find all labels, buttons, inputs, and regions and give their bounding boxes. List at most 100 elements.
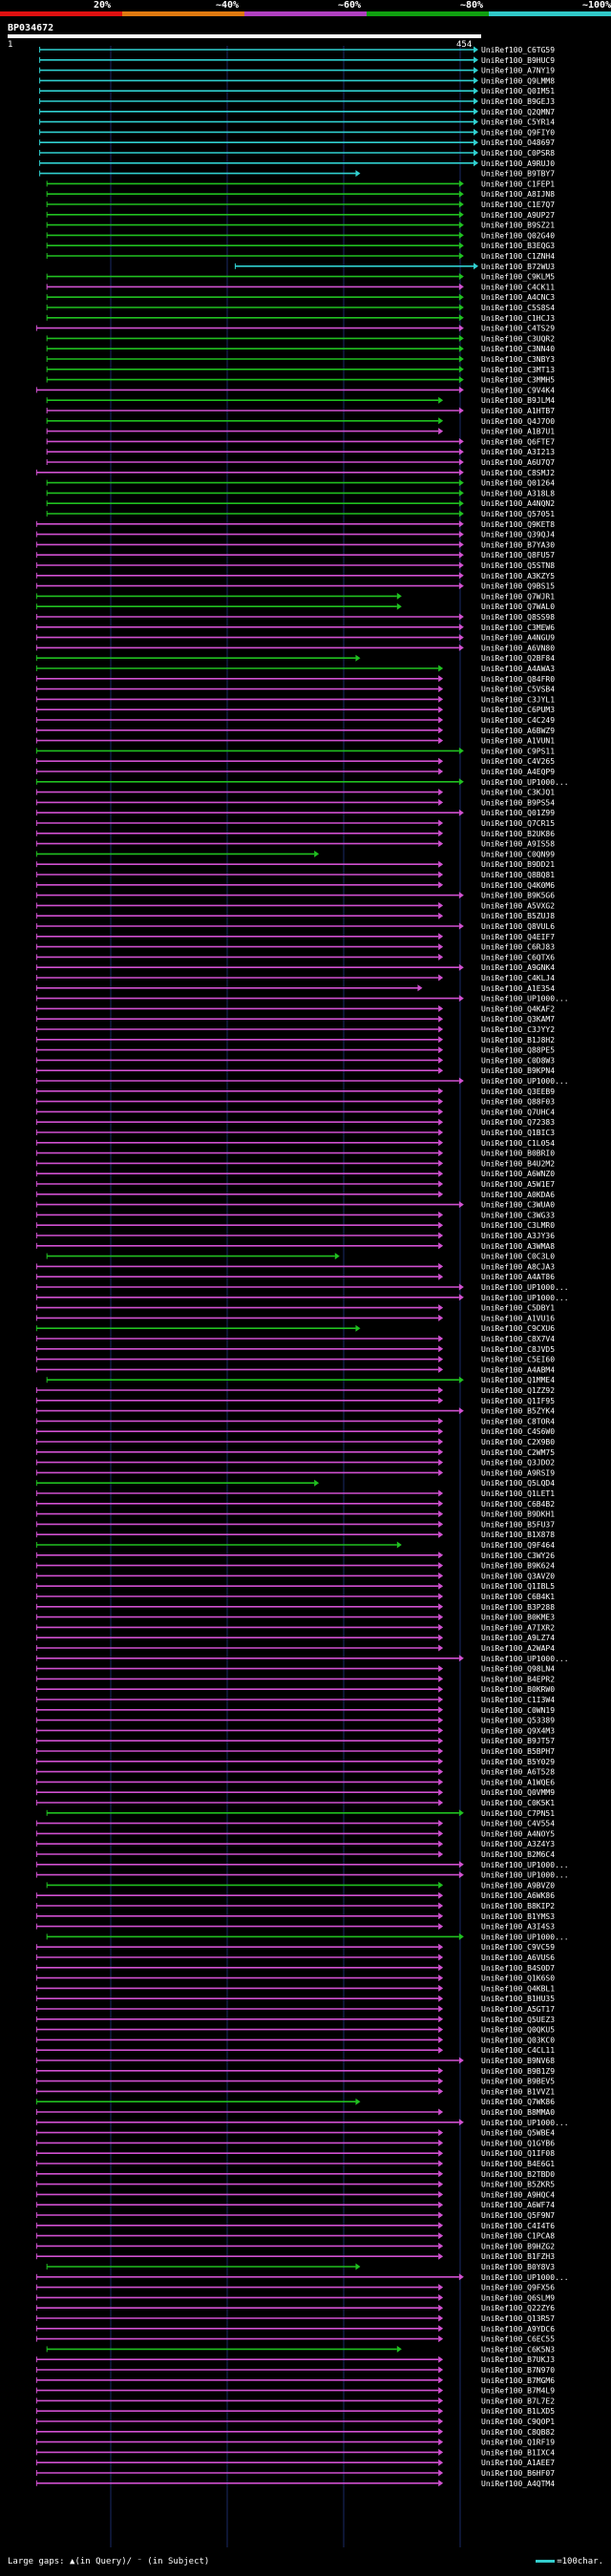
hit-row[interactable]: UniRef100_A4NQN2 xyxy=(46,499,555,508)
hit-label[interactable]: UniRef100_B6HF07 xyxy=(481,2469,555,2478)
hit-label[interactable]: UniRef100_Q03KC0 xyxy=(481,2036,555,2044)
hit-label[interactable]: UniRef100_UP1000... xyxy=(481,2119,569,2127)
hit-label[interactable]: UniRef100_C8TOR4 xyxy=(481,1417,555,1425)
hit-row[interactable]: UniRef100_C1FEP1 xyxy=(46,179,555,188)
hit-row[interactable]: UniRef100_C4C249 xyxy=(35,716,555,725)
hit-label[interactable]: UniRef100_A4EQP9 xyxy=(481,768,555,776)
hit-row[interactable]: UniRef100_C4V265 xyxy=(35,757,555,766)
hit-label[interactable]: UniRef100_C3MMH5 xyxy=(481,376,555,385)
hit-label[interactable]: UniRef100_UP1000... xyxy=(481,1077,569,1086)
hit-label[interactable]: UniRef100_C3LMR0 xyxy=(481,1221,555,1230)
hit-label[interactable]: UniRef100_B0KME3 xyxy=(481,1614,555,1622)
hit-row[interactable]: UniRef100_C5YR14 xyxy=(39,118,556,127)
hit-label[interactable]: UniRef100_Q9X4M3 xyxy=(481,1726,555,1735)
hit-row[interactable]: UniRef100_C3LMR0 xyxy=(35,1221,555,1230)
hit-row[interactable]: UniRef100_Q7CR15 xyxy=(35,819,555,828)
hit-row[interactable]: UniRef100_A7NY19 xyxy=(39,67,556,75)
hit-label[interactable]: UniRef100_C3MT13 xyxy=(481,366,555,374)
hit-row[interactable]: UniRef100_Q8SS98 xyxy=(35,613,555,622)
hit-label[interactable]: UniRef100_Q1IBL5 xyxy=(481,1582,555,1591)
hit-row[interactable]: UniRef100_A6U7Q7 xyxy=(46,458,555,467)
hit-row[interactable]: UniRef100_Q88F03 xyxy=(35,1098,555,1107)
hit-row[interactable]: UniRef100_C3JYL1 xyxy=(35,695,555,704)
hit-label[interactable]: UniRef100_C6RJ83 xyxy=(481,943,555,952)
hit-label[interactable]: UniRef100_C3JYL1 xyxy=(481,695,555,704)
hit-label[interactable]: UniRef100_C8JVD5 xyxy=(481,1345,555,1354)
hit-row[interactable]: UniRef100_C6PUM3 xyxy=(35,706,555,714)
hit-row[interactable]: UniRef100_UP1000... xyxy=(35,1294,569,1302)
hit-row[interactable]: UniRef100_Q1IBL5 xyxy=(35,1582,555,1591)
hit-row[interactable]: UniRef100_A4CNC3 xyxy=(46,293,555,302)
hit-row[interactable]: UniRef100_A3Z4Y3 xyxy=(35,1840,555,1848)
hit-row[interactable]: UniRef100_UP1000... xyxy=(35,1655,569,1663)
hit-row[interactable]: UniRef100_Q13R57 xyxy=(35,2314,555,2323)
hit-row[interactable]: UniRef100_B5ZYK4 xyxy=(35,1407,555,1416)
hit-row[interactable]: UniRef100_C9QOP1 xyxy=(35,2418,555,2426)
hit-row[interactable]: UniRef100_O48697 xyxy=(39,138,556,147)
hit-row[interactable]: UniRef100_A1VUN1 xyxy=(35,737,555,746)
hit-row[interactable]: UniRef100_Q5UEZ3 xyxy=(35,2016,555,2024)
hit-row[interactable]: UniRef100_B0Y8V3 xyxy=(46,2263,555,2271)
hit-row[interactable]: UniRef100_C9VC59 xyxy=(35,1943,555,1952)
hit-row[interactable]: UniRef100_C4V554 xyxy=(35,1820,555,1828)
hit-label[interactable]: UniRef100_B2M6C4 xyxy=(481,1850,555,1859)
hit-row[interactable]: UniRef100_A3KZY5 xyxy=(35,572,555,581)
hit-row[interactable]: UniRef100_B5ZUJ8 xyxy=(35,912,555,920)
hit-label[interactable]: UniRef100_C4TS29 xyxy=(481,325,555,333)
hit-row[interactable]: UniRef100_Q6FTE7 xyxy=(46,437,555,446)
hit-label[interactable]: UniRef100_Q1MME4 xyxy=(481,1376,555,1384)
hit-label[interactable]: UniRef100_Q4J7O0 xyxy=(481,417,555,426)
hit-row[interactable]: UniRef100_B72WU3 xyxy=(234,263,555,271)
hit-row[interactable]: UniRef100_B9SZ21 xyxy=(46,222,555,230)
hit-label[interactable]: UniRef100_A4NQN2 xyxy=(481,499,555,508)
hit-label[interactable]: UniRef100_UP1000... xyxy=(481,1871,569,1880)
hit-label[interactable]: UniRef100_C8QB82 xyxy=(481,2428,555,2437)
hit-row[interactable]: UniRef100_Q84FR0 xyxy=(35,675,555,684)
hit-label[interactable]: UniRef100_A0KDA6 xyxy=(481,1191,555,1199)
hit-label[interactable]: UniRef100_B2TBD0 xyxy=(481,2170,555,2179)
hit-label[interactable]: UniRef100_C1L054 xyxy=(481,1139,555,1148)
hit-row[interactable]: UniRef100_B4E6G1 xyxy=(35,2160,555,2168)
hit-row[interactable]: UniRef100_Q3JDO2 xyxy=(35,1459,555,1467)
hit-label[interactable]: UniRef100_B5ZYK4 xyxy=(481,1407,555,1416)
hit-label[interactable]: UniRef100_B1X878 xyxy=(481,1531,555,1539)
hit-label[interactable]: UniRef100_Q72383 xyxy=(481,1118,555,1127)
hit-label[interactable]: UniRef100_Q5LQD4 xyxy=(481,1479,555,1488)
hit-row[interactable]: UniRef100_A5GT17 xyxy=(35,2005,555,2014)
hit-row[interactable]: UniRef100_C6TG59 xyxy=(39,46,556,54)
hit-row[interactable]: UniRef100_UP1000... xyxy=(35,778,569,787)
hit-label[interactable]: UniRef100_A4ABM4 xyxy=(481,1365,555,1374)
hit-label[interactable]: UniRef100_A4QTM4 xyxy=(481,2480,555,2488)
hit-label[interactable]: UniRef100_Q3EEB9 xyxy=(481,1087,555,1096)
hit-label[interactable]: UniRef100_Q7WAL0 xyxy=(481,602,555,611)
hit-row[interactable]: UniRef100_A1WQE6 xyxy=(35,1778,555,1786)
hit-label[interactable]: UniRef100_C0D8W3 xyxy=(481,1056,555,1065)
hit-row[interactable]: UniRef100_C3JYY2 xyxy=(35,1025,555,1034)
hit-row[interactable]: UniRef100_Q7WK86 xyxy=(35,2098,555,2106)
hit-row[interactable]: UniRef100_B9GEJ3 xyxy=(39,97,556,106)
hit-row[interactable]: UniRef100_C5EI60 xyxy=(35,1356,555,1364)
hit-label[interactable]: UniRef100_C4CL11 xyxy=(481,2046,555,2055)
hit-row[interactable]: UniRef100_Q9FX56 xyxy=(35,2284,555,2292)
hit-label[interactable]: UniRef100_B9HZG2 xyxy=(481,2242,555,2250)
hit-label[interactable]: UniRef100_C3KJQ1 xyxy=(481,789,555,797)
hit-row[interactable]: UniRef100_C3MMH5 xyxy=(46,376,555,385)
hit-label[interactable]: UniRef100_B9DD21 xyxy=(481,860,555,869)
hit-row[interactable]: UniRef100_C8SMJ2 xyxy=(35,469,555,477)
hit-label[interactable]: UniRef100_B3EQG3 xyxy=(481,242,555,250)
hit-label[interactable]: UniRef100_A3WMA8 xyxy=(481,1242,555,1251)
hit-row[interactable]: UniRef100_C0K5K1 xyxy=(35,1799,555,1807)
hit-row[interactable]: UniRef100_B4S0D7 xyxy=(35,1964,555,1973)
hit-label[interactable]: UniRef100_C1E7Q7 xyxy=(481,201,555,209)
hit-row[interactable]: UniRef100_C3NBY3 xyxy=(46,355,555,364)
hit-row[interactable]: UniRef100_Q7WAL0 xyxy=(35,602,555,611)
hit-row[interactable]: UniRef100_A9YDC6 xyxy=(35,2325,555,2333)
hit-label[interactable]: UniRef100_B0Y8V3 xyxy=(481,2263,555,2271)
hit-row[interactable]: UniRef100_A3I213 xyxy=(46,448,555,456)
hit-row[interactable]: UniRef100_A3WMA8 xyxy=(35,1242,555,1251)
hit-row[interactable]: UniRef100_Q9LMM8 xyxy=(39,76,556,85)
hit-label[interactable]: UniRef100_B9TBY7 xyxy=(481,170,555,179)
hit-label[interactable]: UniRef100_B9PS54 xyxy=(481,798,555,807)
hit-row[interactable]: UniRef100_Q3KAM7 xyxy=(35,1015,555,1024)
hit-label[interactable]: UniRef100_A9LZ74 xyxy=(481,1634,555,1642)
